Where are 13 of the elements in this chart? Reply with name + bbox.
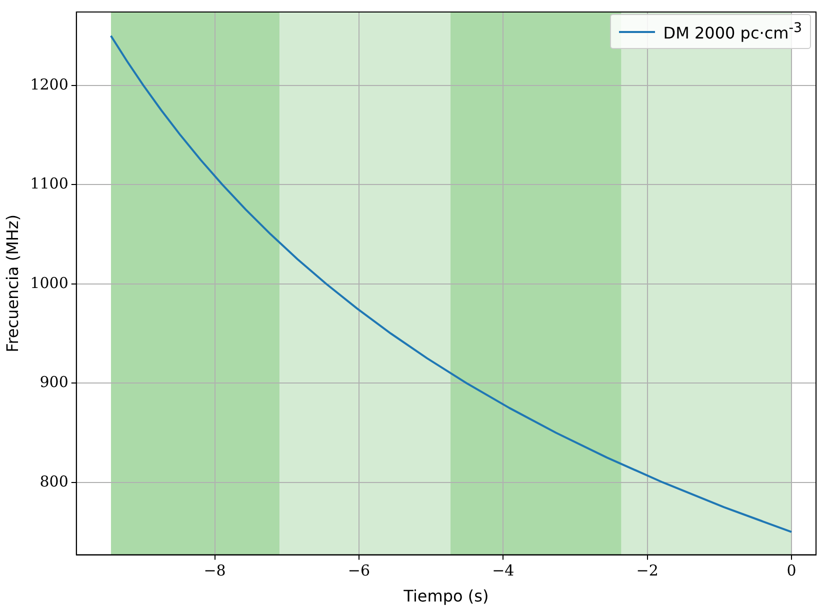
y-tick-label: 900 [40,373,68,392]
x-tick-label: −6 [348,562,370,580]
x-tick-label: −4 [492,562,514,580]
legend-label: DM 2000 pc·cm$^{-3}$ [663,21,802,42]
y-tick-label: 1000 [30,274,68,292]
x-tick-label: −8 [204,562,226,580]
x-axis-title: Tiempo (s) [402,586,489,606]
x-tick-label: 0 [786,562,796,580]
y-axis-title: Frecuencia (MHz) [2,214,22,352]
y-tick-label: 1200 [30,75,68,94]
x-tick-label: −2 [636,562,658,580]
y-tick-label: 800 [40,472,68,490]
y-tick-label: 1100 [30,174,68,193]
